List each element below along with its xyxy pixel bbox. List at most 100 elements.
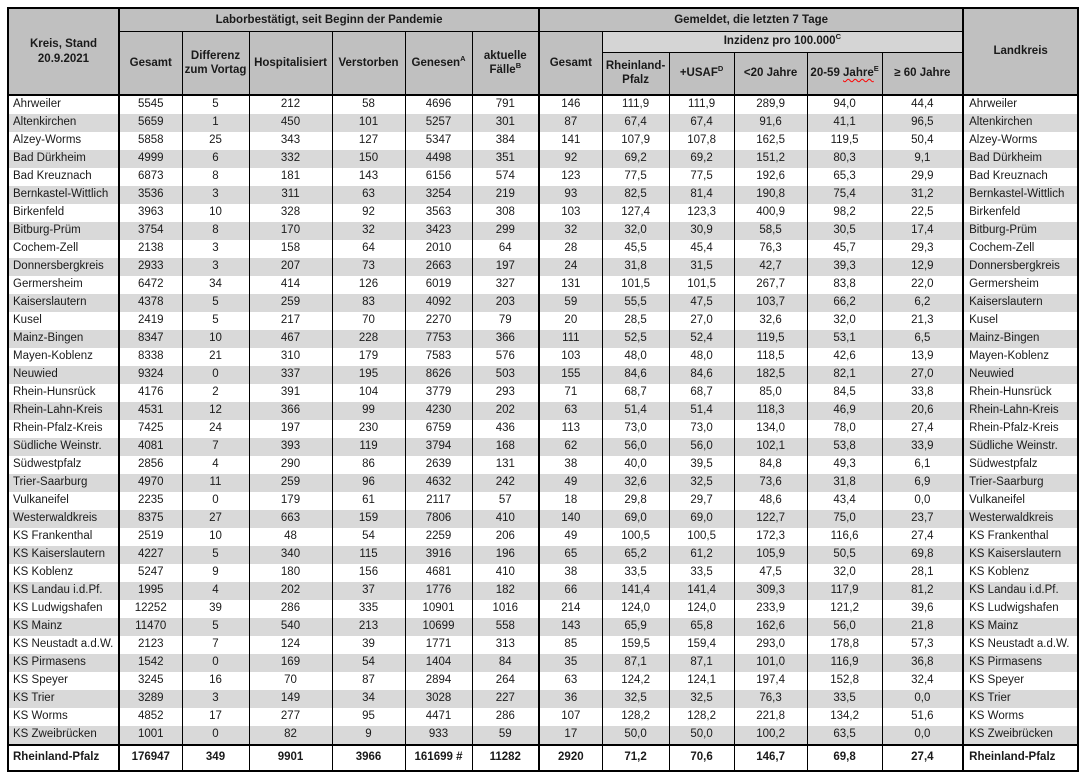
landkreis-name-cell: KS Mainz [962, 618, 1079, 636]
value-cell: 4696 [404, 94, 473, 114]
table-header: Kreis, Stand 20.9.2021 Laborbestätigt, s… [7, 7, 1079, 96]
value-cell: 5257 [404, 114, 473, 132]
value-cell: 38 [538, 456, 603, 474]
value-cell: 124,2 [601, 672, 670, 690]
table-row: KS Speyer 3245 16 70 87 2894 264 63 124,… [7, 672, 1079, 690]
value-cell: 59 [538, 294, 603, 312]
table-row: Donnersbergkreis 2933 3 207 73 2663 197 … [7, 258, 1079, 276]
value-cell: 29,3 [881, 240, 964, 258]
value-cell: 94,0 [806, 94, 883, 114]
table-row: KS Pirmasens 1542 0 169 54 1404 84 35 87… [7, 654, 1079, 672]
value-cell: 4092 [404, 294, 473, 312]
value-cell: 3 [181, 240, 250, 258]
value-cell: 5858 [118, 132, 183, 150]
table-row: Bad Kreuznach 6873 8 181 143 6156 574 12… [7, 168, 1079, 186]
table-row: Kusel 2419 5 217 70 2270 79 20 28,5 27,0… [7, 312, 1079, 330]
kreis-name-cell: KS Neustadt a.d.W. [7, 636, 120, 654]
value-cell: 58 [331, 94, 406, 114]
value-cell: 131 [538, 276, 603, 294]
value-cell: 27,4 [881, 420, 964, 438]
value-cell: 309,3 [733, 582, 808, 600]
value-cell: 113 [538, 420, 603, 438]
value-cell: 182,5 [733, 366, 808, 384]
value-cell: 3754 [118, 222, 183, 240]
value-cell: 203 [471, 294, 540, 312]
value-cell: 5 [181, 618, 250, 636]
landkreis-name-cell: Mainz-Bingen [962, 330, 1079, 348]
table-row: KS Landau i.d.Pf. 1995 4 202 37 1776 182… [7, 582, 1079, 600]
value-cell: 46,9 [806, 402, 883, 420]
value-cell: 5347 [404, 132, 473, 150]
value-cell: 162,6 [733, 618, 808, 636]
table-row: Mainz-Bingen 8347 10 467 228 7753 366 11… [7, 330, 1079, 348]
value-cell: 83 [331, 294, 406, 312]
landkreis-name-cell: KS Frankenthal [962, 528, 1079, 546]
landkreis-name-cell: KS Koblenz [962, 564, 1079, 582]
column-header-rheinland-pfalz: Rheinland-Pfalz [601, 51, 670, 96]
value-cell: 84,6 [601, 366, 670, 384]
footnote-c: C [835, 32, 841, 42]
value-cell: 39,5 [668, 456, 735, 474]
value-cell: 57,3 [881, 636, 964, 654]
table-row: Ahrweiler 5545 5 212 58 4696 791 146 111… [7, 94, 1079, 114]
value-cell: 50,0 [601, 726, 670, 745]
column-label: aktuelle Fälle [483, 49, 527, 76]
value-cell: 101,5 [601, 276, 670, 294]
value-cell: 50,4 [881, 132, 964, 150]
column-label: +USAF [679, 67, 718, 80]
kreis-name-cell: Rhein-Pfalz-Kreis [7, 420, 120, 438]
column-header-20-59-jahre: 20-59 JahreE [806, 51, 883, 96]
value-cell: 68,7 [601, 384, 670, 402]
landkreis-name-cell: KS Kaiserslautern [962, 546, 1079, 564]
value-cell: 159,5 [601, 636, 670, 654]
value-cell: 366 [248, 402, 333, 420]
kreis-name-cell: Südliche Weinstr. [7, 438, 120, 456]
value-cell: 150 [331, 150, 406, 168]
value-cell: 3 [181, 258, 250, 276]
value-cell: 87,1 [601, 654, 670, 672]
value-cell: 85,0 [733, 384, 808, 402]
table-row: Germersheim 6472 34 414 126 6019 327 131… [7, 276, 1079, 294]
value-cell: 16 [181, 672, 250, 690]
value-cell: 80,3 [806, 150, 883, 168]
value-cell: 290 [248, 456, 333, 474]
kreis-name-cell: Trier-Saarburg [7, 474, 120, 492]
kreis-name-cell: Cochem-Zell [7, 240, 120, 258]
value-cell: 140 [538, 510, 603, 528]
value-cell: 233,9 [733, 600, 808, 618]
value-cell: 230 [331, 420, 406, 438]
column-header-unter-20-jahre: <20 Jahre [733, 51, 808, 96]
value-cell: 18 [538, 492, 603, 510]
kreis-name-cell: KS Trier [7, 690, 120, 708]
value-cell: 65,3 [806, 168, 883, 186]
value-cell: 61 [331, 492, 406, 510]
value-cell: 4227 [118, 546, 183, 564]
column-header-verstorben: Verstorben [331, 30, 406, 96]
value-cell: 2010 [404, 240, 473, 258]
summary-value-cell: 3966 [331, 744, 406, 771]
kreis-name-cell: Kusel [7, 312, 120, 330]
value-cell: 195 [331, 366, 406, 384]
column-header-hospitalisiert: Hospitalisiert [248, 30, 333, 96]
footnote-e: E [873, 64, 879, 74]
value-cell: 7 [181, 636, 250, 654]
landkreis-name-cell: KS Zweibrücken [962, 726, 1079, 745]
value-cell: 119,5 [806, 132, 883, 150]
column-label: Gesamt [129, 56, 172, 69]
value-cell: 123,3 [668, 204, 735, 222]
kreis-name-cell: Bad Kreuznach [7, 168, 120, 186]
value-cell: 3289 [118, 690, 183, 708]
value-cell: 69,8 [881, 546, 964, 564]
table-row: Rhein-Pfalz-Kreis 7425 24 197 230 6759 4… [7, 420, 1079, 438]
value-cell: 103 [538, 204, 603, 222]
kreis-name-cell: Bernkastel-Wittlich [7, 186, 120, 204]
value-cell: 87 [331, 672, 406, 690]
column-header-60-jahre-plus: ≥ 60 Jahre [881, 51, 964, 96]
value-cell: 119 [331, 438, 406, 456]
value-cell: 59 [471, 726, 540, 745]
value-cell: 124 [248, 636, 333, 654]
landkreis-name-cell: Rhein-Lahn-Kreis [962, 402, 1079, 420]
kreis-name-cell: KS Kaiserslautern [7, 546, 120, 564]
table-row: Bad Dürkheim 4999 6 332 150 4498 351 92 … [7, 150, 1079, 168]
value-cell: 76,3 [733, 240, 808, 258]
